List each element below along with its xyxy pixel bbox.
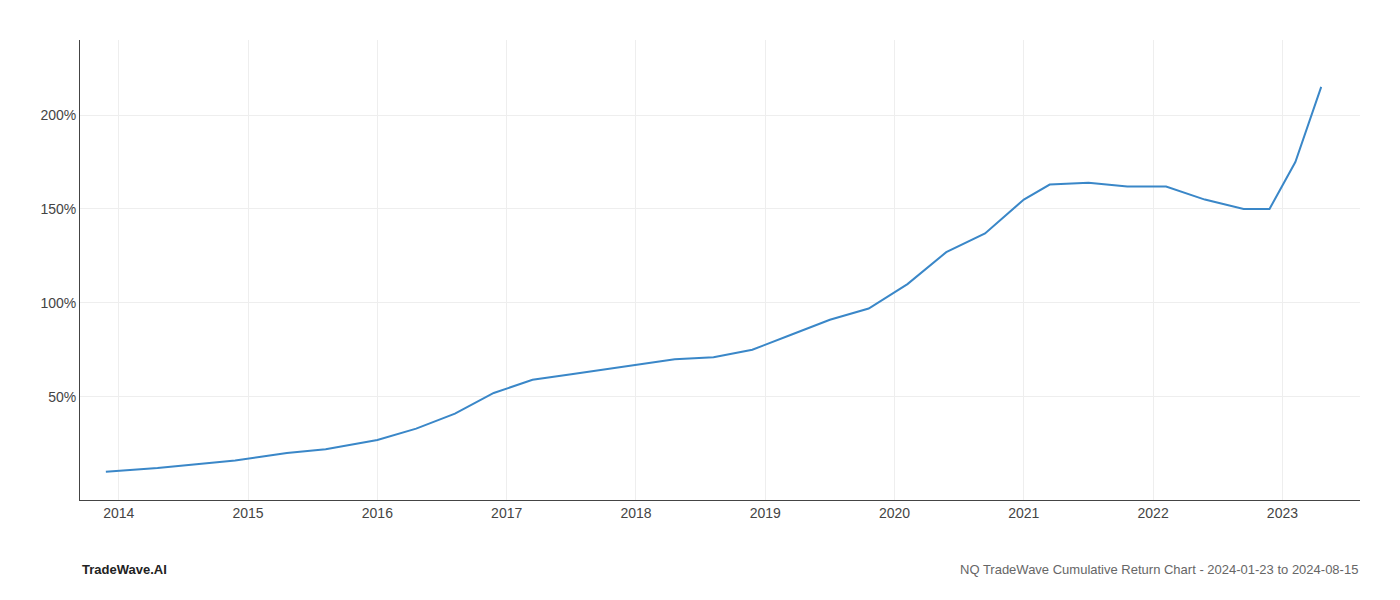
svg-text:2018: 2018	[620, 505, 651, 521]
svg-text:2017: 2017	[491, 505, 522, 521]
svg-text:2023: 2023	[1267, 505, 1298, 521]
svg-text:TradeWave.AI: TradeWave.AI	[82, 562, 167, 577]
svg-text:NQ TradeWave Cumulative Return: NQ TradeWave Cumulative Return Chart - 2…	[960, 562, 1358, 577]
svg-text:2015: 2015	[233, 505, 264, 521]
svg-text:2016: 2016	[362, 505, 393, 521]
svg-text:2019: 2019	[750, 505, 781, 521]
svg-text:2020: 2020	[879, 505, 910, 521]
svg-text:2021: 2021	[1008, 505, 1039, 521]
svg-text:200%: 200%	[40, 107, 76, 123]
svg-text:2022: 2022	[1138, 505, 1169, 521]
svg-text:2014: 2014	[103, 505, 134, 521]
svg-text:150%: 150%	[40, 201, 76, 217]
svg-text:50%: 50%	[48, 389, 76, 405]
svg-text:100%: 100%	[40, 295, 76, 311]
